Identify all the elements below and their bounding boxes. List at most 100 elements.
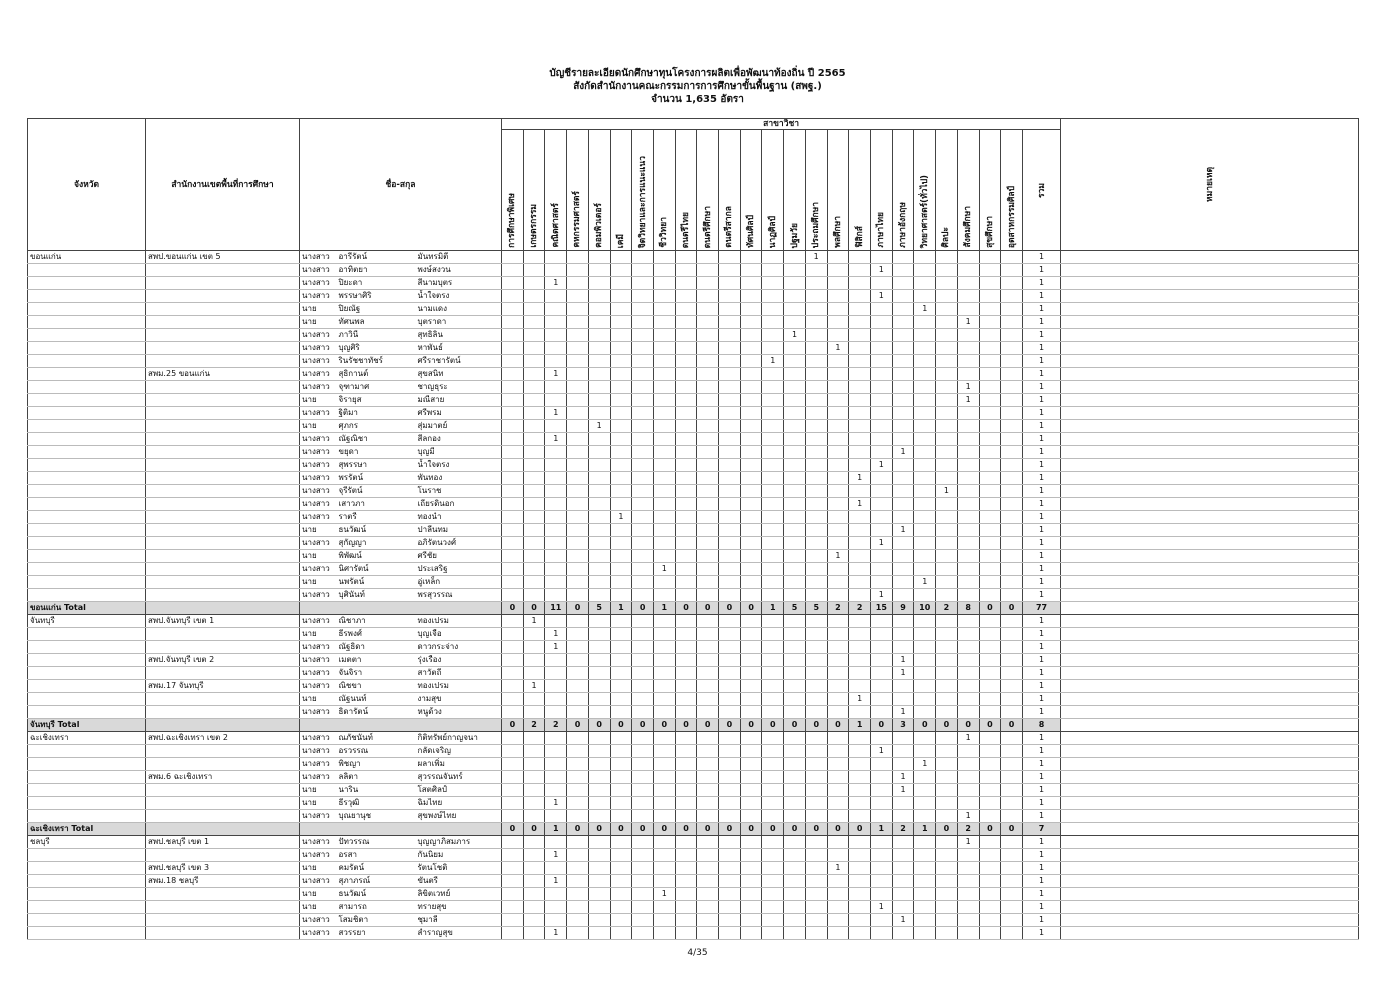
last-name-cell: สุทธิลิน	[415, 328, 503, 342]
count-cell	[652, 523, 676, 537]
count-cell	[783, 913, 806, 927]
count-cell	[609, 926, 633, 940]
count-cell	[804, 913, 828, 927]
count-cell	[804, 861, 828, 875]
subject-total-cell: 0	[804, 822, 828, 836]
subject-label: ภาษาอังกฤษ	[898, 202, 909, 248]
count-cell	[804, 705, 828, 719]
subject-label: อุตสาหกรรมศิลป์	[1006, 185, 1017, 248]
remarks-cell	[1060, 341, 1360, 355]
subject-header: ดนตรีไทย	[674, 129, 698, 251]
count-cell	[783, 835, 806, 849]
subject-total-cell: 5	[783, 601, 806, 615]
count-cell	[826, 354, 850, 368]
count-cell	[631, 770, 654, 784]
count-cell	[891, 302, 915, 316]
count-cell	[522, 926, 546, 940]
remarks-cell	[1060, 289, 1360, 303]
count-cell	[674, 783, 698, 797]
count-cell	[826, 250, 850, 264]
subject-label: ดนตรีสากล	[724, 206, 735, 248]
count-cell	[869, 510, 893, 524]
count-cell	[696, 653, 720, 667]
count-cell	[501, 861, 524, 875]
province-header: จังหวัด	[27, 118, 146, 251]
prefix-cell: นางสาว	[299, 653, 337, 667]
count-cell	[501, 497, 524, 511]
remarks-cell	[1060, 276, 1360, 290]
count-cell	[566, 315, 589, 329]
count-cell	[566, 575, 589, 589]
count-cell	[631, 887, 654, 901]
count-cell	[869, 497, 893, 511]
count-cell	[848, 315, 871, 329]
count-cell	[761, 341, 785, 355]
province-cell	[27, 406, 146, 420]
count-cell	[696, 367, 720, 381]
count-cell	[544, 523, 568, 537]
student-row: นางสาว ราตรี ทองนำ 1 1	[27, 510, 1360, 524]
count-cell	[826, 783, 850, 797]
subject-header: เคมี	[609, 129, 633, 251]
count-cell	[956, 861, 980, 875]
count-cell	[935, 640, 958, 654]
remarks-cell	[1060, 380, 1360, 394]
count-cell	[761, 874, 785, 888]
province-cell	[27, 796, 146, 810]
last-name-cell: โนราช	[415, 484, 503, 498]
office-cell: สพป.ฉะเชิงเทรา เขต 2	[145, 731, 300, 745]
count-cell	[978, 679, 1002, 693]
row-total-cell: 1	[1021, 770, 1062, 784]
count-cell	[544, 653, 568, 667]
office-cell	[145, 458, 300, 472]
count-cell	[826, 900, 850, 914]
count-cell	[674, 679, 698, 693]
last-name-cell: สุขพงษ์ไทย	[415, 809, 503, 823]
count-cell	[804, 354, 828, 368]
office-cell: สพป.ชลบุรี เขต 3	[145, 861, 300, 875]
name-header: ชื่อ-สกุล	[298, 118, 503, 251]
count-cell	[804, 276, 828, 290]
count-cell	[696, 302, 720, 316]
count-cell	[696, 354, 720, 368]
count-cell	[783, 250, 806, 264]
count-cell	[913, 471, 937, 485]
subject-total-cell: 0	[501, 601, 524, 615]
office-cell	[145, 848, 300, 862]
count-cell	[848, 913, 871, 927]
remarks-cell	[1060, 679, 1360, 693]
count-cell	[631, 679, 654, 693]
count-cell	[826, 484, 850, 498]
remarks-cell	[1060, 835, 1360, 849]
count-cell	[522, 692, 546, 706]
count-cell	[587, 354, 611, 368]
count-cell	[978, 276, 1002, 290]
count-cell	[674, 406, 698, 420]
count-cell	[566, 289, 589, 303]
office-cell	[145, 445, 300, 459]
count-cell	[848, 419, 871, 433]
subject-label: ประถมศึกษา	[811, 201, 822, 248]
count-cell	[609, 406, 633, 420]
count-cell	[826, 471, 850, 485]
count-cell	[652, 406, 676, 420]
count-cell	[631, 523, 654, 537]
province-cell	[27, 887, 146, 901]
count-cell	[609, 432, 633, 446]
count-cell	[652, 614, 676, 628]
subject-header: ฟิสิกส์	[848, 129, 871, 251]
subject-total-cell: 8	[956, 601, 980, 615]
count-cell	[978, 757, 1002, 771]
count-cell	[609, 536, 633, 550]
count-cell	[609, 783, 633, 797]
count-cell	[544, 913, 568, 927]
province-cell	[27, 367, 146, 381]
count-cell	[652, 380, 676, 394]
row-total-cell: 1	[1021, 757, 1062, 771]
count-cell: 1	[869, 289, 893, 303]
subject-header: พลศึกษา	[826, 129, 850, 251]
count-cell	[935, 731, 958, 745]
count-cell	[848, 731, 871, 745]
count-cell	[718, 640, 741, 654]
province-cell	[27, 757, 146, 771]
